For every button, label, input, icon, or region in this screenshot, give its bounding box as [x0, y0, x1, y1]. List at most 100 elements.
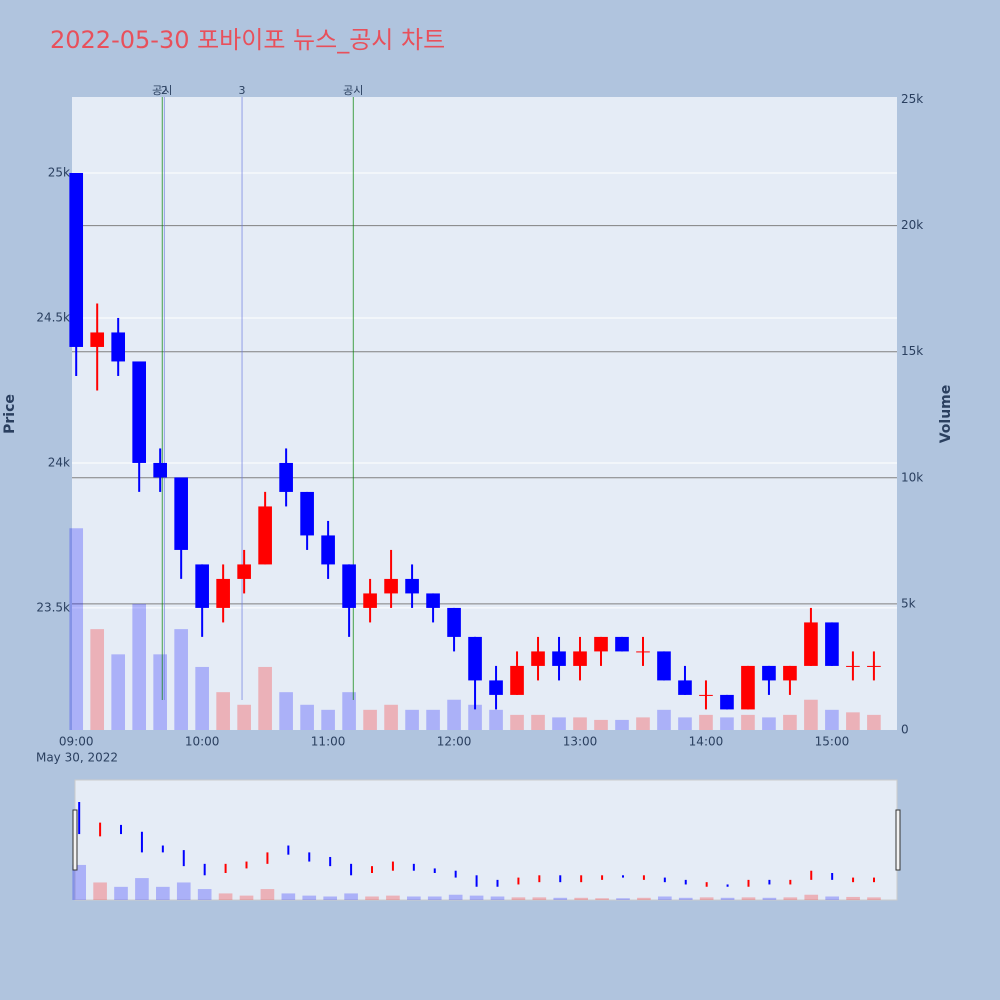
chart-title: 2022-05-30 포바이포 뉴스_공시 차트: [50, 26, 445, 54]
slider-volume-bar: [574, 897, 588, 900]
candle-body: [216, 578, 230, 608]
slider-volume-bar: [302, 895, 317, 900]
candle-body: [363, 593, 377, 608]
volume-bar: [279, 692, 293, 730]
candle-body: [279, 462, 293, 492]
candle-body: [69, 172, 84, 347]
slider-volume-bar: [365, 896, 379, 900]
event-label: 공시: [343, 84, 363, 97]
candle-body: [132, 361, 146, 463]
volume-bar: [426, 709, 440, 730]
volume-bar: [615, 719, 629, 730]
candle-body: [342, 564, 356, 608]
candle-body: [447, 607, 461, 637]
candle-body: [300, 491, 314, 536]
candle-body: [489, 680, 503, 695]
y-tick-label: 24.5k: [36, 310, 70, 324]
slider-volume-bar: [658, 896, 672, 900]
candle-body: [846, 665, 860, 667]
volume-bar: [216, 692, 230, 730]
x-tick-label: 14:00: [689, 735, 724, 749]
volume-bar: [237, 704, 251, 730]
slider-volume-bar: [783, 897, 798, 900]
slider-volume-bar: [720, 897, 735, 900]
event-label: 2: [161, 84, 168, 97]
candle-body: [825, 622, 839, 666]
slider-handle: [895, 809, 901, 871]
slider-volume-bar: [260, 889, 275, 900]
slider-volume-bar: [532, 897, 547, 900]
slider-volume-bar: [156, 886, 170, 900]
x-tick-label: 15:00: [815, 735, 850, 749]
candle-body: [783, 665, 797, 681]
volume-bar: [720, 717, 734, 730]
slider-volume-bar: [741, 897, 756, 900]
volume-bar: [804, 699, 818, 730]
volume-bar: [636, 717, 650, 730]
candle-body: [153, 462, 167, 478]
volume-bar: [552, 717, 566, 730]
candle-body: [699, 694, 713, 696]
y2-tick-label: 15k: [901, 344, 923, 358]
slider-volume-bar: [281, 893, 296, 900]
volume-bar: [174, 629, 188, 730]
volume-bar: [783, 714, 797, 730]
y2-tick-label: 0: [901, 723, 909, 737]
y-tick-label: 23.5k: [36, 600, 70, 614]
candle-body: [321, 535, 335, 565]
volume-bar: [132, 603, 146, 730]
candle-body: [426, 593, 440, 608]
y2-tick-label: 5k: [901, 596, 916, 610]
candle-body: [468, 636, 482, 681]
slider-volume-bar: [344, 893, 358, 900]
volume-bar: [153, 654, 167, 730]
volume-bar: [384, 704, 398, 730]
event-label: 3: [239, 84, 246, 97]
volume-bar: [111, 654, 126, 730]
y2-tick-label: 10k: [901, 470, 923, 484]
volume-bar: [741, 714, 755, 730]
candle-body: [594, 636, 608, 652]
y2-tick-label: 20k: [901, 218, 923, 232]
slider-volume-bar: [427, 896, 442, 900]
slider-volume-bar: [135, 878, 149, 900]
candle-body: [552, 651, 566, 666]
candle-body: [384, 578, 398, 594]
volume-bar: [258, 666, 272, 730]
slider-volume-bar: [616, 898, 630, 900]
volume-bar: [573, 717, 587, 730]
volume-bar: [342, 692, 356, 730]
y-axis-title: Price: [2, 394, 18, 434]
slider-volume-bar: [386, 895, 400, 900]
slider-volume-bar: [72, 864, 87, 900]
candle-body: [636, 651, 650, 653]
slider-volume-bar: [448, 894, 463, 900]
volume-bar: [300, 704, 314, 730]
volume-bar: [678, 717, 692, 730]
y-tick-label: 24k: [48, 455, 70, 469]
volume-bar: [699, 714, 713, 730]
slider-volume-bar: [553, 897, 568, 900]
slider-volume-bar: [678, 897, 693, 900]
candle-body: [195, 564, 209, 608]
slider-volume-bar: [176, 882, 191, 900]
candle-body: [111, 332, 126, 362]
y-tick-label: 25k: [48, 165, 70, 179]
volume-bar: [363, 709, 377, 730]
x-tick-label: 10:00: [185, 735, 220, 749]
slider-volume-bar: [218, 893, 233, 900]
x-date-label: May 30, 2022: [36, 751, 118, 765]
slider-volume-bar: [867, 897, 881, 900]
volume-bar: [69, 528, 84, 730]
candle-body: [867, 665, 881, 667]
slider-volume-bar: [239, 895, 254, 900]
slider-volume-bar: [93, 882, 107, 900]
candle-body: [405, 578, 419, 594]
candle-body: [531, 651, 545, 666]
x-tick-label: 09:00: [59, 735, 94, 749]
candle-body: [804, 622, 818, 666]
slider-volume-bar: [323, 896, 337, 900]
slider-volume-bar: [637, 897, 651, 900]
x-tick-label: 13:00: [563, 735, 598, 749]
